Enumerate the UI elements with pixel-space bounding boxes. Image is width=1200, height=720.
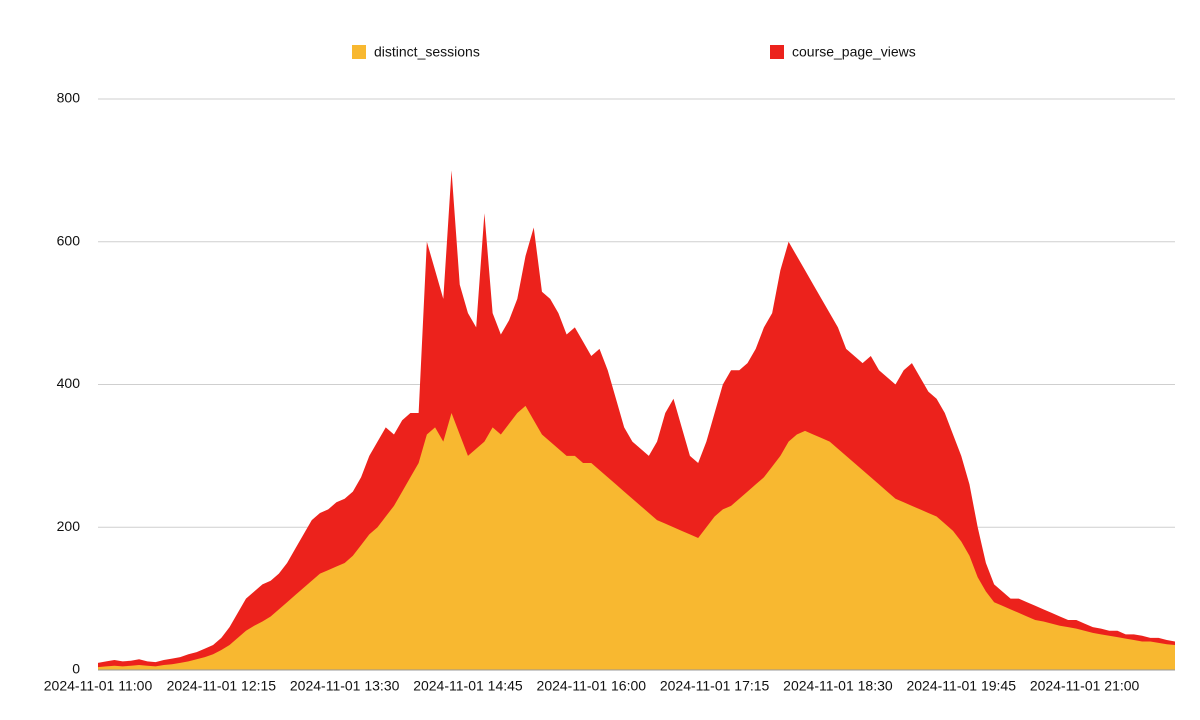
legend-label: course_page_views — [792, 44, 916, 60]
area — [98, 405, 1175, 670]
legend-swatch — [770, 45, 784, 59]
x-tick-label: 2024-11-01 16:00 — [537, 678, 647, 694]
x-tick-label: 2024-11-01 21:00 — [1030, 678, 1140, 694]
y-tick-label: 800 — [57, 90, 81, 106]
legend-swatch — [352, 45, 366, 59]
x-tick-label: 2024-11-01 18:30 — [783, 678, 893, 694]
y-tick-label: 400 — [57, 375, 81, 391]
x-tick-label: 2024-11-01 17:15 — [660, 678, 770, 694]
x-tick-label: 2024-11-01 19:45 — [906, 678, 1016, 694]
legend-label: distinct_sessions — [374, 44, 480, 60]
y-tick-label: 0 — [72, 661, 80, 677]
y-tick-label: 600 — [57, 232, 81, 248]
x-tick-label: 2024-11-01 11:00 — [44, 678, 153, 694]
x-tick-label: 2024-11-01 13:30 — [290, 678, 400, 694]
x-tick-label: 2024-11-01 14:45 — [413, 678, 523, 694]
y-tick-label: 200 — [57, 518, 81, 534]
x-tick-label: 2024-11-01 12:15 — [167, 678, 277, 694]
